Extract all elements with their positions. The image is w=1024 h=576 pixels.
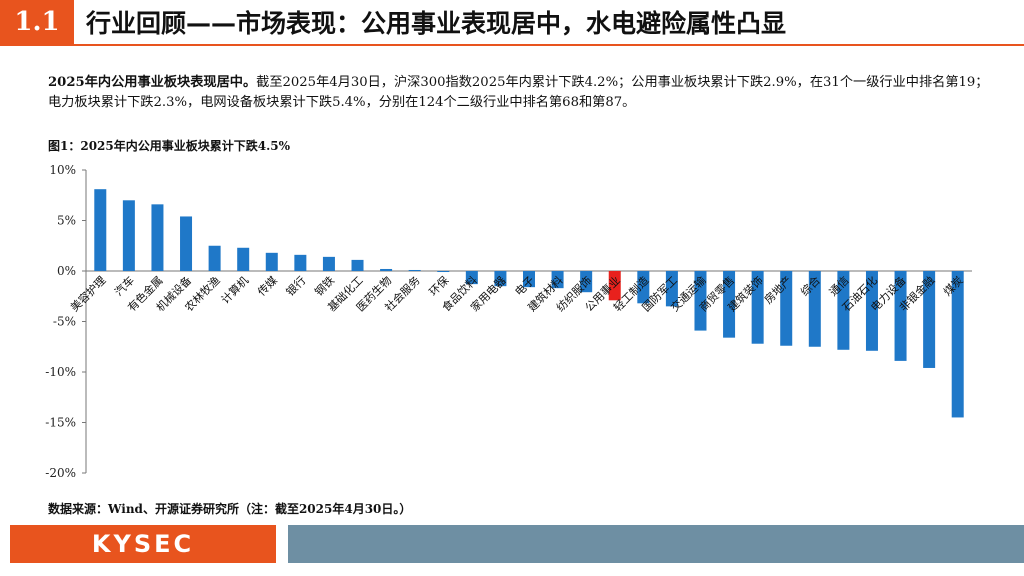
summary-paragraph: 2025年内公用事业板块表现居中。截至2025年4月30日，沪深300指数202… xyxy=(48,73,998,113)
bar-医药生物 xyxy=(380,268,393,271)
bar-钢铁 xyxy=(322,256,335,271)
bar-基础化工 xyxy=(351,259,364,271)
category-label: 环保 xyxy=(426,273,451,298)
bar-综合 xyxy=(808,271,821,347)
category-label: 银行 xyxy=(283,273,308,298)
footer-bar xyxy=(288,525,1024,563)
bar-汽车 xyxy=(122,200,135,271)
y-tick-label: -5% xyxy=(53,315,76,329)
data-source-note: 数据来源：Wind、开源证券研究所（注：截至2025年4月30日。） xyxy=(48,502,412,516)
bar-食品饮料 xyxy=(465,271,478,285)
page-title: 行业回顾——市场表现：公用事业表现居中，水电避险属性凸显 xyxy=(86,9,787,38)
bar-银行 xyxy=(294,254,307,271)
summary-lead: 2025年内公用事业板块表现居中。 xyxy=(48,75,257,90)
bar-美容护理 xyxy=(94,189,107,271)
bar-公用事业 xyxy=(608,271,621,301)
bar-建筑装饰 xyxy=(751,271,764,344)
bar-轻工制造 xyxy=(637,271,650,304)
bar-有色金属 xyxy=(151,204,164,271)
category-label: 传媒 xyxy=(255,274,280,299)
bar-传媒 xyxy=(265,252,278,271)
bar-环保 xyxy=(437,271,450,273)
y-tick-label: -15% xyxy=(45,416,76,430)
y-tick-label: 5% xyxy=(57,214,76,228)
bar-电子 xyxy=(522,271,536,288)
y-tick-label: -10% xyxy=(45,365,76,379)
bar-建筑材料 xyxy=(551,271,564,289)
category-label: 汽车 xyxy=(112,273,137,298)
chart-category-labels: 美容护理 汽车有色金属机械设备农林牧渔计算机 传媒 银行 钢铁基础化工医药生物社会服务环… xyxy=(67,273,965,314)
bar-机械设备 xyxy=(180,216,193,271)
bar-纺织服饰 xyxy=(580,271,593,293)
y-tick-label: 10% xyxy=(49,163,76,177)
bar-国防军工 xyxy=(665,271,678,307)
bar-家用电器 xyxy=(494,271,507,287)
title-divider xyxy=(0,44,1024,46)
figure-title: 图1：2025年内公用事业板块累计下跌4.5% xyxy=(48,139,291,153)
bar-通信 xyxy=(837,271,850,350)
bar-交通运输 xyxy=(694,271,707,331)
category-label: 钢铁 xyxy=(312,274,337,299)
category-label: 美容护理 xyxy=(67,273,108,314)
bar-非银金融 xyxy=(923,271,936,368)
kysec-logo: KYSEC xyxy=(10,525,276,563)
chart-axes: 10% 5% 0% -5% -10% -15% -20% xyxy=(45,163,972,480)
category-label: 计算机 xyxy=(218,273,251,306)
bar-房地产 xyxy=(780,271,793,346)
bar-社会服务 xyxy=(408,269,421,271)
bar-计算机 xyxy=(237,247,250,271)
section-number: 1.1 xyxy=(0,0,74,44)
bar-石油石化 xyxy=(865,271,878,351)
bar-电力设备 xyxy=(894,271,907,361)
bar-农林牧渔 xyxy=(208,245,221,271)
y-tick-label: -20% xyxy=(45,466,76,480)
summary-text: 截至2025年4月30日，沪深300指数2025年内累计下跌4.2%；公用事业板… xyxy=(48,75,989,110)
bar-商贸零售 xyxy=(723,271,736,338)
bar-煤炭 xyxy=(951,271,964,418)
bar-chart: 10% 5% 0% -5% -10% -15% -20% 美容护理 汽车有色金属机械设备农林牧… xyxy=(45,163,972,480)
y-tick-label: 0% xyxy=(57,264,76,278)
chart-bars xyxy=(94,189,964,418)
